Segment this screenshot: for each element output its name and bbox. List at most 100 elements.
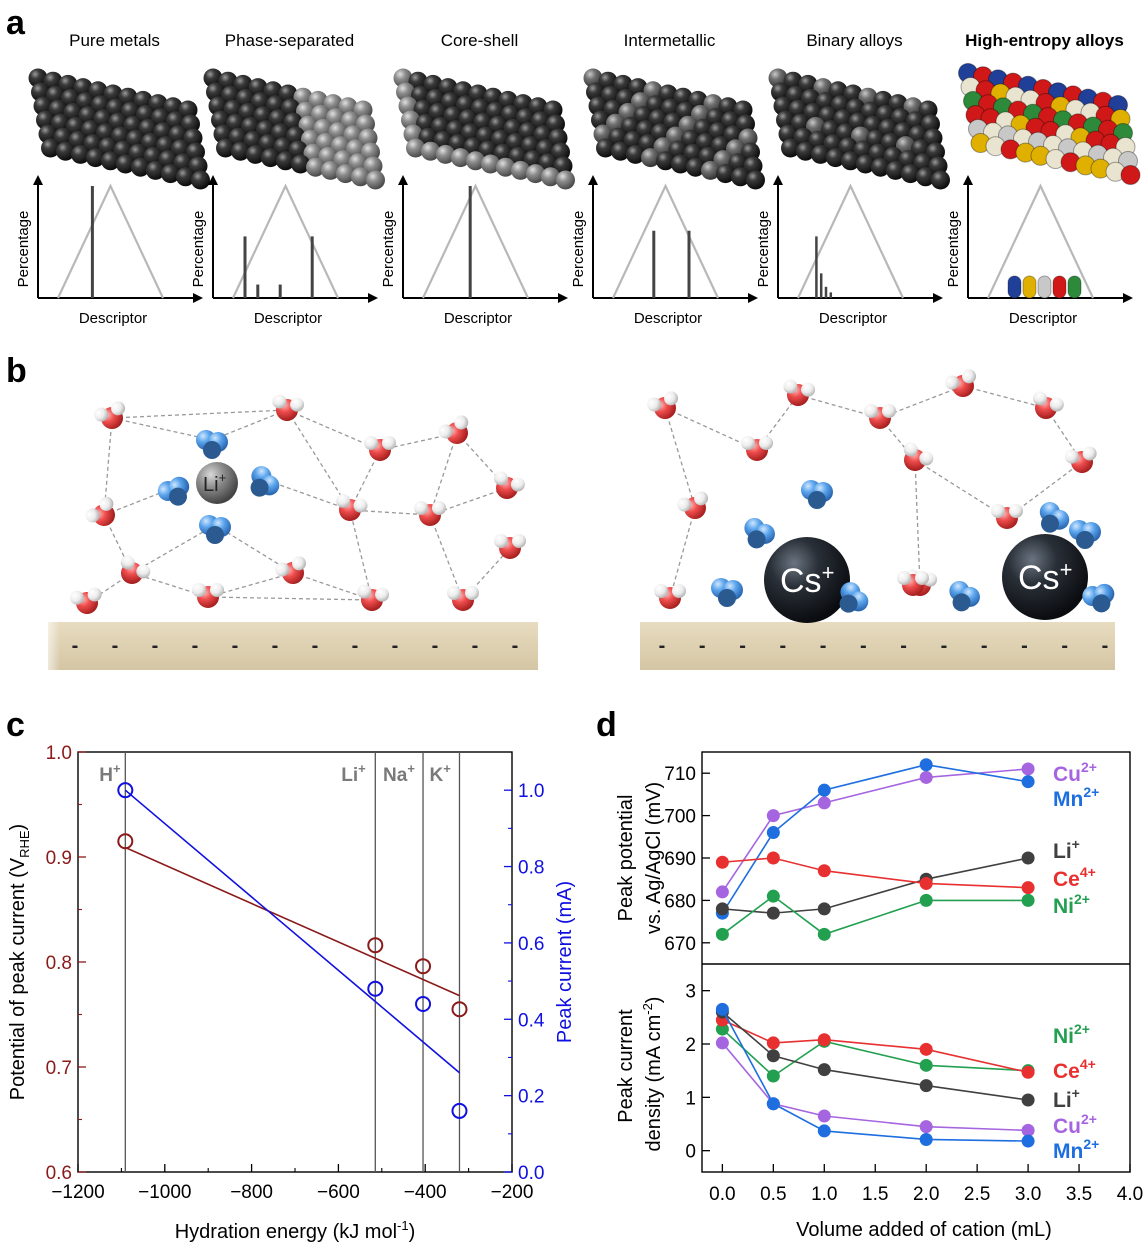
water-molecule bbox=[945, 369, 977, 397]
legend-label-li: Li+ bbox=[1053, 1085, 1080, 1112]
data-point-ni bbox=[817, 927, 831, 941]
y-tick-label-d-top: 710 bbox=[664, 764, 696, 785]
hydration-water-molecule bbox=[711, 578, 743, 607]
panel-a-column-title: Core-shell bbox=[441, 31, 518, 50]
y2-tick-label-c: 0.4 bbox=[518, 1010, 545, 1031]
data-point-mn bbox=[766, 1097, 780, 1111]
x-tick-label-d: 0.0 bbox=[709, 1184, 735, 1205]
potential-fit-line bbox=[124, 846, 460, 997]
y-axis-title-c: Potential of peak current (VRHE) bbox=[7, 824, 32, 1100]
surface-charge-sign: - bbox=[1102, 635, 1109, 657]
cs-ion-1-charge: + bbox=[822, 560, 835, 585]
panel-c: c H+ Li+ Na+ K+ −1200 −1000 −800 −600 −400 −200 … bbox=[6, 706, 576, 1243]
hydration-water-molecule bbox=[1039, 502, 1070, 533]
series-line-ce bbox=[722, 857, 1029, 889]
water-molecule bbox=[414, 501, 446, 526]
li-ion: Li+ bbox=[196, 462, 238, 504]
water-molecule bbox=[357, 584, 390, 611]
y-tick-label-c: 0.8 bbox=[46, 953, 72, 974]
x-tick-label-c: −1000 bbox=[138, 1182, 191, 1203]
hydration-water-molecule bbox=[1082, 583, 1115, 613]
data-point-ni bbox=[1021, 893, 1035, 907]
hydration-water-molecule bbox=[157, 476, 190, 506]
data-point-ce bbox=[919, 1042, 933, 1056]
data-point-ce bbox=[919, 876, 933, 890]
panel-a-letter: a bbox=[6, 4, 26, 42]
element-capsule bbox=[1022, 275, 1037, 299]
data-point-cu bbox=[1021, 762, 1035, 776]
data-point-li bbox=[766, 906, 780, 920]
water-molecule bbox=[272, 394, 305, 421]
panel-a-column: Pure metals Percentage Descriptor bbox=[15, 31, 210, 327]
potential-data-point bbox=[117, 833, 134, 850]
data-point-cu bbox=[817, 1109, 831, 1123]
hydration-water-molecule bbox=[196, 430, 228, 459]
y2-axis-title-c: Peak current (mA) bbox=[554, 881, 576, 1043]
x-tick-label-c: −800 bbox=[230, 1182, 273, 1203]
y-axis-title-d-bottom: Peak current density (mA cm-2) bbox=[615, 997, 665, 1152]
y-tick-label-d-bottom: 1 bbox=[685, 1088, 696, 1109]
histogram-axes: Percentage Descriptor bbox=[755, 175, 943, 327]
legend-label-cu: Cu2+ bbox=[1053, 759, 1097, 786]
element-capsule bbox=[1037, 275, 1052, 299]
hydration-water-molecule bbox=[199, 515, 231, 544]
data-point-ni bbox=[715, 1022, 729, 1036]
data-point-ce bbox=[817, 864, 831, 878]
surface-charge-sign: - bbox=[981, 635, 988, 657]
percentage-label: Percentage bbox=[755, 211, 772, 288]
y-tick-label-d-top: 670 bbox=[664, 934, 696, 955]
cs-ion-2-charge: + bbox=[1060, 557, 1073, 582]
y-tick-label-d-bottom: 2 bbox=[685, 1035, 696, 1056]
data-point-mn bbox=[817, 1124, 831, 1138]
svg-text:Li+: Li+ bbox=[203, 470, 226, 496]
data-point-ce bbox=[766, 851, 780, 865]
hydration-water-molecule bbox=[744, 517, 775, 549]
water-molecule bbox=[494, 534, 526, 559]
water-molecule bbox=[741, 436, 773, 461]
panel-a-column-title: Phase-separated bbox=[225, 31, 354, 50]
y-tick-label-d-bottom: 3 bbox=[685, 982, 696, 1003]
potential-data-point bbox=[367, 937, 384, 954]
y2-tick-label-c: 0.8 bbox=[518, 858, 544, 879]
y-tick-label-c: 0.6 bbox=[46, 1163, 72, 1184]
x-tick-label-c: −200 bbox=[491, 1182, 534, 1203]
descriptor-label: Descriptor bbox=[254, 310, 322, 327]
svg-text:Cs+: Cs+ bbox=[780, 560, 834, 600]
data-point-mn bbox=[715, 1002, 729, 1016]
electrode-surface-left bbox=[48, 622, 538, 670]
hydration-water-molecule bbox=[801, 480, 833, 509]
x-tick-label-d: 0.5 bbox=[760, 1184, 786, 1205]
element-capsule bbox=[1007, 275, 1022, 299]
data-point-cu bbox=[919, 770, 933, 784]
legend-label-ce: Ce4+ bbox=[1053, 864, 1096, 891]
water-network-left: Li+ - - - - - - - - - - - - bbox=[40, 380, 538, 680]
panel-d: d 670 680 690 700 710 0 1 2 3 0.0 0.5 1.0 1.5 2.0 2.… bbox=[596, 706, 1143, 1241]
water-molecule bbox=[677, 491, 709, 519]
water-molecule bbox=[783, 379, 816, 406]
cation-marker-label: H+ bbox=[99, 761, 121, 786]
water-molecule bbox=[493, 471, 525, 499]
element-capsule bbox=[1067, 275, 1082, 299]
legend-label-ni: Ni2+ bbox=[1053, 1021, 1090, 1048]
plot-frame-c bbox=[77, 751, 513, 1173]
panel-a-column-title: Intermetallic bbox=[624, 31, 716, 50]
data-point-cu bbox=[817, 796, 831, 810]
plot-frame-d bbox=[701, 751, 1131, 1173]
surface-charge-sign: - bbox=[941, 635, 948, 657]
surface-charge-sign: - bbox=[820, 635, 827, 657]
surface-charge-sign: - bbox=[699, 635, 706, 657]
histogram-axes: Percentage Descriptor bbox=[945, 175, 1133, 327]
data-point-li bbox=[919, 1079, 933, 1093]
surface-charge-sign: - bbox=[352, 635, 359, 657]
nanoparticle-slab bbox=[958, 63, 1141, 185]
water-molecule bbox=[1032, 391, 1064, 419]
legend-label-ni: Ni2+ bbox=[1053, 891, 1090, 918]
percentage-label: Percentage bbox=[380, 211, 397, 288]
svg-text:Cs+: Cs+ bbox=[1018, 557, 1072, 597]
data-point-ni bbox=[715, 927, 729, 941]
water-molecule bbox=[654, 584, 686, 609]
surface-charge-sign: - bbox=[1021, 635, 1028, 657]
data-point-mn bbox=[919, 1132, 933, 1146]
cation-marker-label: Na+ bbox=[383, 761, 415, 786]
